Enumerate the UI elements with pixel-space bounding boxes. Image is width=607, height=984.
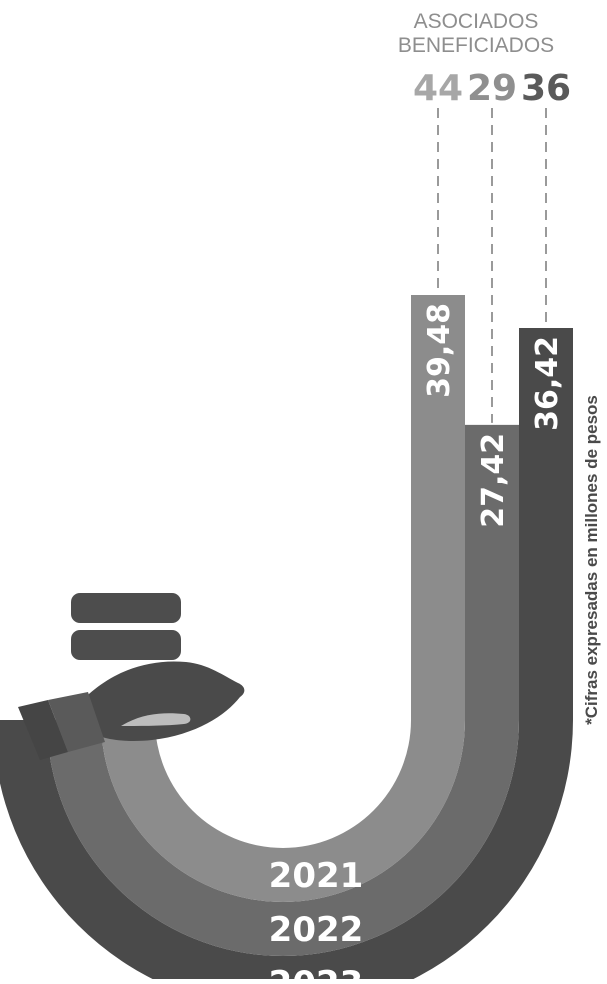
value-label-2022: 27,42	[476, 433, 511, 528]
year-label-2023: 2023	[269, 964, 364, 979]
associates-count-2023: 36	[521, 68, 571, 109]
associates-count-2022: 29	[467, 68, 517, 109]
footnote: *Cifras expresadas en millones de pesos	[582, 395, 601, 725]
bands-layer	[0, 295, 573, 984]
band-2022	[47, 424, 519, 957]
coin-bar-bottom	[71, 630, 181, 660]
year-label-2021: 2021	[269, 856, 364, 896]
coin-bar-top	[71, 593, 181, 623]
value-label-2021: 39,48	[422, 303, 457, 398]
header-line-1: ASOCIADOS	[414, 10, 539, 33]
associates-count-2021: 44	[413, 68, 463, 109]
hand-with-coins-icon	[18, 593, 245, 760]
dashes-layer	[437, 108, 547, 423]
value-label-2023: 36,42	[530, 336, 565, 431]
hand-icon	[18, 661, 245, 760]
year-label-2022: 2022	[269, 910, 364, 950]
band-2021	[101, 295, 465, 902]
header-line-2: BENEFICIADOS	[398, 34, 554, 57]
